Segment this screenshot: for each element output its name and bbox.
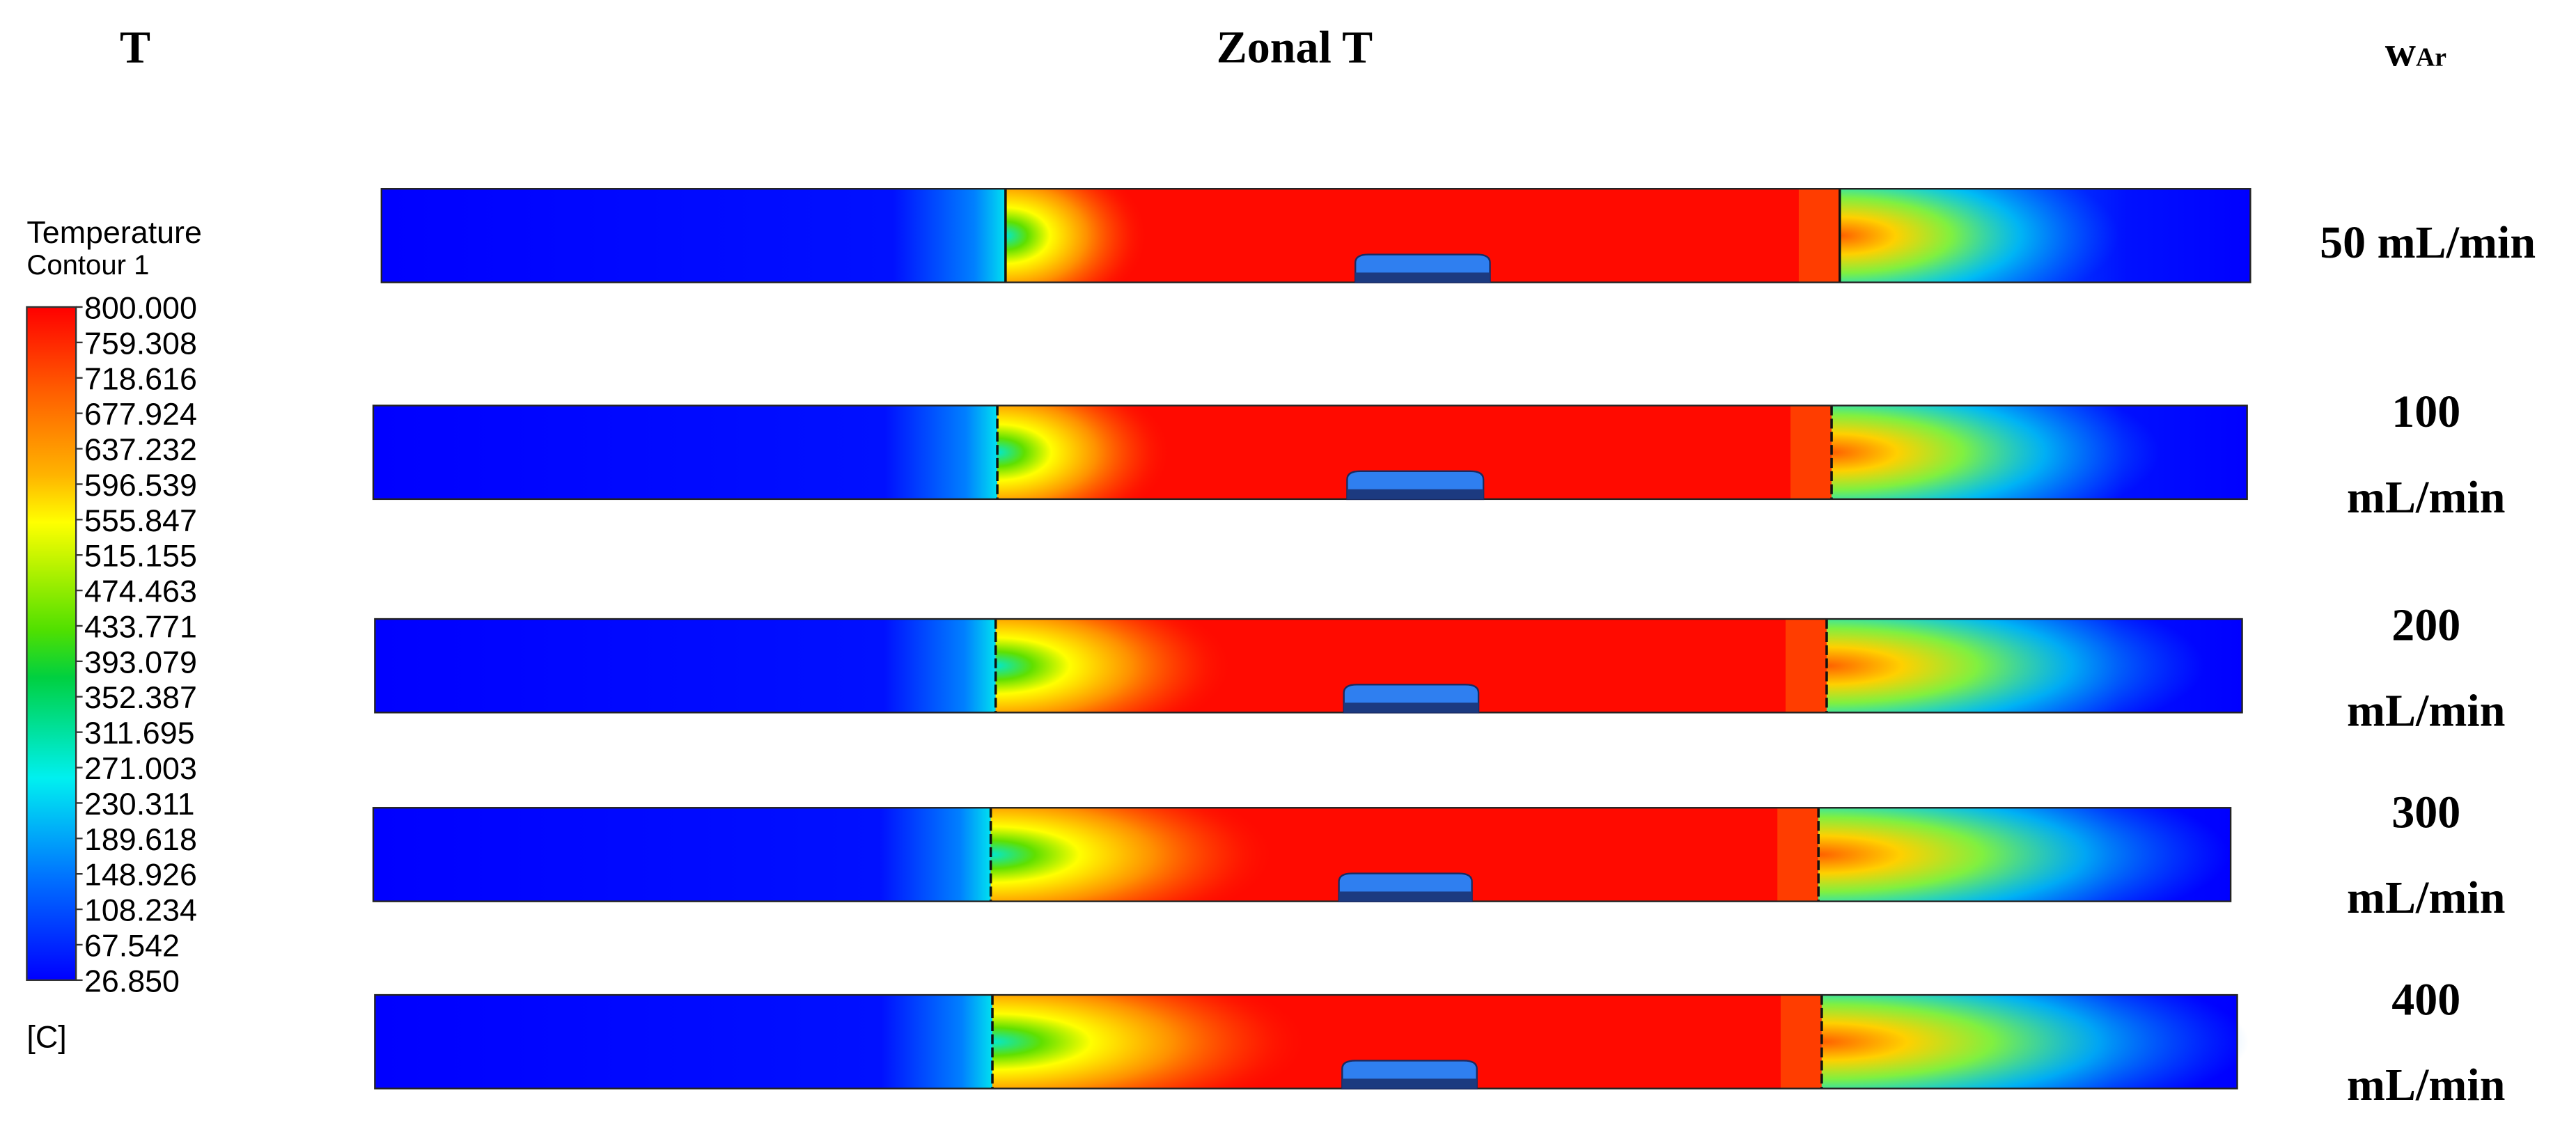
cold-inlet-zone — [381, 189, 1006, 283]
tick-label: 800.000 — [84, 290, 197, 325]
tick-label: 108.234 — [84, 893, 197, 928]
cold-outlet-front — [1826, 619, 2205, 713]
flow-rate-label: mL/min — [2347, 872, 2505, 923]
tube — [374, 994, 2249, 1090]
cold-inlet-zone — [373, 808, 991, 902]
tick-label: 677.924 — [84, 397, 197, 432]
tick-label: 189.618 — [84, 822, 197, 857]
hot-zone-rear — [1780, 995, 1822, 1089]
center-title: Zonal T — [1217, 22, 1373, 73]
flow-rate-label: mL/min — [2347, 1060, 2505, 1110]
sample-base — [1343, 702, 1479, 713]
tick-label: 311.695 — [84, 716, 195, 751]
tick-label: 433.771 — [84, 609, 197, 644]
cold-outlet-front — [1821, 995, 2249, 1089]
cold-outlet-front — [1832, 405, 2160, 499]
hot-zone-rear — [1777, 808, 1819, 902]
tube-outline — [380, 188, 2251, 283]
flow-rate-label: 50 mL/min — [2320, 217, 2536, 268]
tick-label: 67.542 — [84, 928, 180, 963]
flow-rate-label: 100 — [2391, 386, 2460, 437]
flow-rate-label: 400 — [2391, 974, 2460, 1025]
cold-outlet-front — [1818, 808, 2229, 902]
tick-label: 759.308 — [84, 326, 197, 361]
flow-symbol: w — [2385, 28, 2416, 75]
tube — [372, 807, 2232, 902]
hot-zone-front — [1005, 189, 1154, 283]
hot-zone-front — [990, 808, 1287, 902]
cold-inlet-zone — [375, 619, 996, 713]
legend-unit: [C] — [26, 1020, 66, 1055]
tick-label: 230.311 — [84, 787, 195, 822]
tube — [374, 618, 2243, 714]
flow-rate-label: 200 — [2391, 600, 2460, 651]
legend-title: Temperature — [26, 215, 201, 250]
left-title: T — [120, 22, 150, 73]
cold-inlet-zone — [375, 995, 993, 1089]
tube-outline — [372, 807, 2232, 902]
tube-outline — [374, 618, 2243, 714]
tick-label: 637.232 — [84, 432, 197, 467]
sample-base — [1342, 1078, 1477, 1089]
flow-rate-label: mL/min — [2347, 685, 2505, 736]
tick-label: 555.847 — [84, 503, 197, 538]
tube-outline — [372, 405, 2248, 501]
cold-outlet-front — [1839, 189, 2119, 283]
tick-label: 393.079 — [84, 645, 197, 680]
flow-rate-label: mL/min — [2347, 472, 2505, 523]
tick-label: 596.539 — [84, 468, 197, 503]
sample-base — [1347, 489, 1484, 499]
contour-rows: 50 mL/min 100 mL/min 200 mL/min 300 mL/min 400 m… — [372, 188, 2536, 1110]
flow-label: wAr — [2385, 28, 2446, 75]
tick-label: 474.463 — [84, 574, 197, 609]
legend-subtitle: Contour 1 — [26, 250, 149, 281]
hot-zone-rear — [1790, 405, 1832, 499]
tube — [372, 405, 2248, 501]
colorbar — [26, 306, 77, 982]
colorbar-ticks: 800.000759.308718.616677.924637.232596.5… — [76, 290, 197, 998]
tick-label: 352.387 — [84, 680, 197, 715]
hot-zone-front — [997, 405, 1178, 499]
sample-base — [1355, 272, 1490, 283]
tick-label: 148.926 — [84, 858, 197, 893]
hot-zone-front — [992, 995, 1321, 1089]
tick-label: 515.155 — [84, 539, 197, 574]
hot-zone-rear — [1798, 189, 1840, 283]
tick-label: 26.850 — [84, 964, 180, 998]
cold-inlet-zone — [373, 405, 998, 499]
hot-zone-front — [995, 619, 1242, 713]
tick-label: 718.616 — [84, 361, 197, 396]
hot-zone-rear — [1786, 619, 1827, 713]
sample-base — [1338, 891, 1472, 902]
tube-outline — [374, 994, 2238, 1090]
tube — [380, 188, 2251, 283]
tick-label: 271.003 — [84, 751, 197, 786]
flow-rate-label: 300 — [2391, 787, 2460, 838]
flow-subscript: Ar — [2416, 42, 2446, 72]
